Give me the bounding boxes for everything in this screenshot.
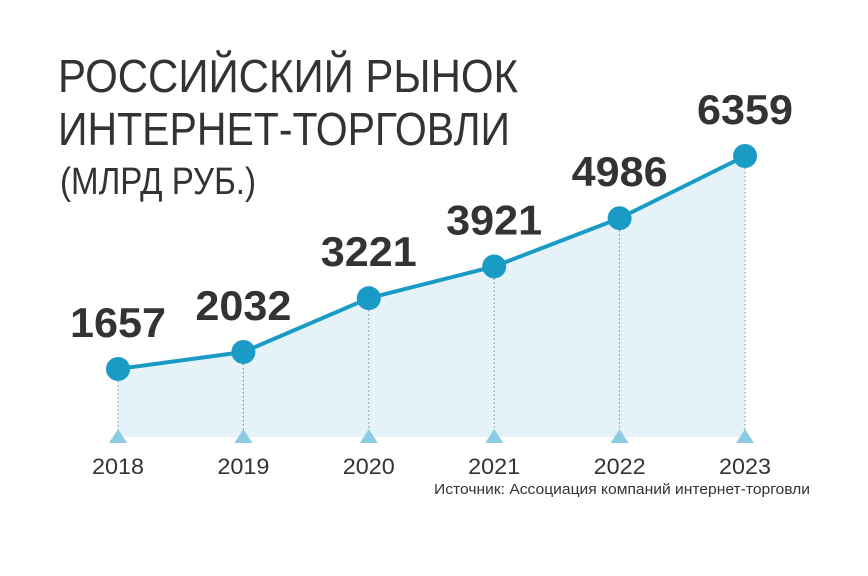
- line: [117, 154, 746, 371]
- x-tick-marker: [109, 429, 127, 443]
- x-tick-marker: [359, 429, 378, 443]
- x-tick-label: 2018: [92, 454, 144, 479]
- area: [118, 156, 745, 437]
- x-tick-marker: [736, 429, 754, 443]
- data-label: 1657: [70, 299, 166, 346]
- x-tick-label: 2021: [468, 454, 520, 479]
- chart-title-line: РОССИЙСКИЙ РЫНОК: [58, 50, 518, 102]
- data-label: 4986: [572, 148, 668, 195]
- chart-subtitle: (МЛРД РУБ.): [60, 161, 256, 203]
- x-tick-label: 2023: [719, 454, 771, 479]
- x-tick-label: 2020: [343, 454, 395, 479]
- point: [733, 144, 757, 168]
- x-tick-label: 2019: [217, 454, 269, 479]
- point: [482, 254, 507, 279]
- x-tick-marker: [485, 429, 504, 443]
- data-label: 3221: [321, 228, 417, 275]
- data-label: 2032: [195, 282, 291, 329]
- point: [231, 340, 256, 365]
- chart-title-line: ИНТЕРНЕТ-ТОРГОВЛИ: [58, 103, 510, 155]
- point: [106, 357, 130, 381]
- x-tick-marker: [234, 429, 253, 443]
- data-label: 6359: [697, 86, 793, 133]
- point: [356, 286, 381, 311]
- point: [607, 206, 632, 231]
- x-tick-marker: [610, 429, 629, 443]
- data-label: 3921: [446, 196, 542, 243]
- source-note: Источник: Ассоциация компаний интернет-т…: [434, 481, 810, 498]
- x-tick-label: 2022: [594, 454, 646, 479]
